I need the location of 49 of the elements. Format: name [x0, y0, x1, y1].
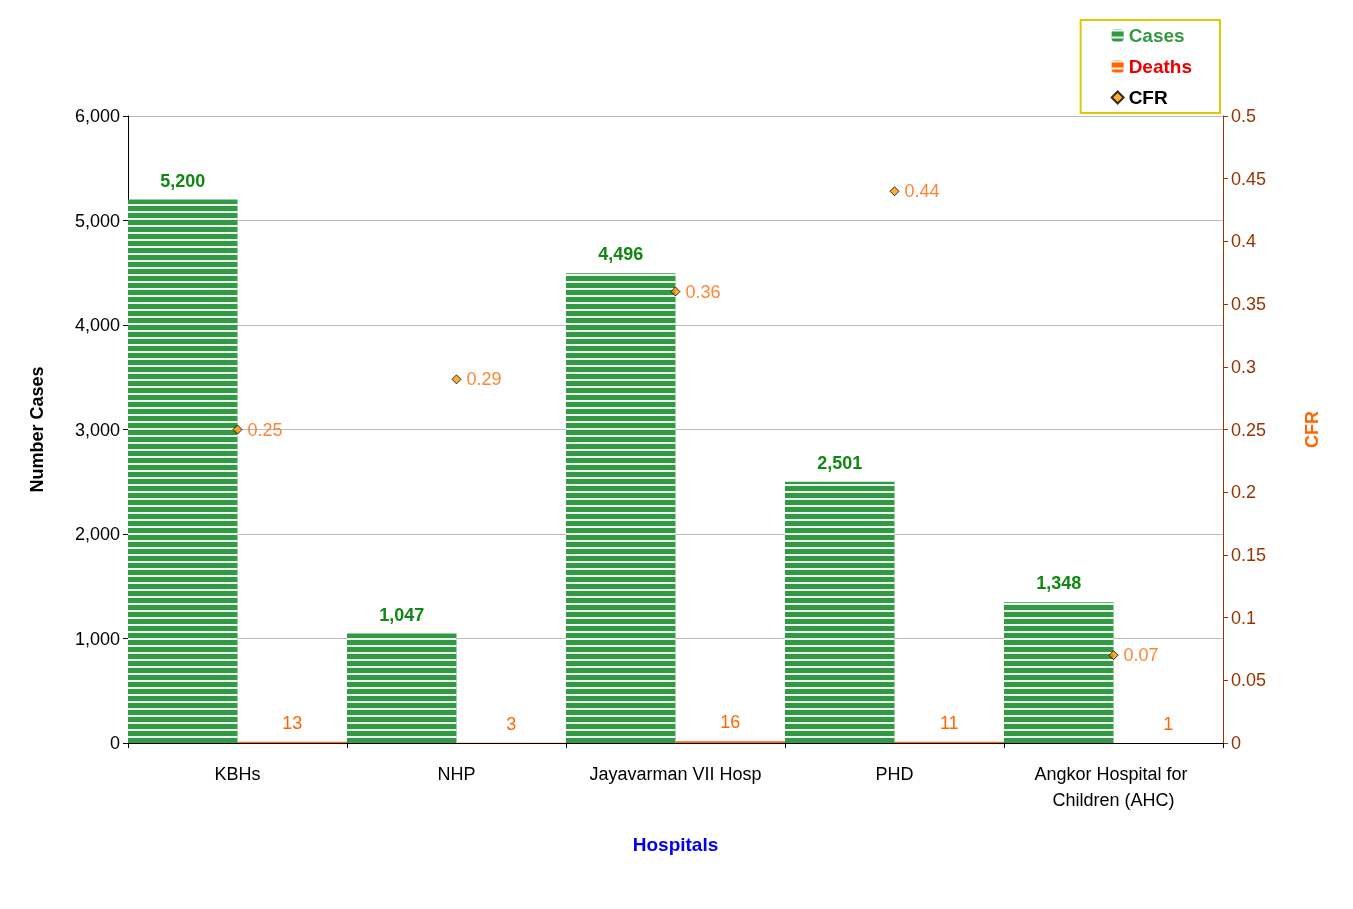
data-label: 0.44 [904, 181, 940, 202]
y2-tick-label: 0.1 [1231, 607, 1257, 628]
point [889, 186, 900, 197]
x-tick-label: Jayavarman VII Hosp [589, 764, 762, 784]
x-tick-label: Angkor Hospital for Children (AHC) [1034, 764, 1193, 810]
data-label: 0.29 [466, 369, 502, 390]
data-label: 0.25 [247, 419, 283, 440]
y-axis-title: Number Cases [27, 366, 47, 493]
point [670, 286, 681, 297]
y2-tick-label: 0.25 [1231, 419, 1267, 440]
y-tick-label: 6,000 [74, 106, 120, 126]
y-tick-label: 3,000 [74, 419, 120, 440]
y2-tick-label: 0.4 [1231, 231, 1257, 252]
y2-axis-title: CFR [1302, 411, 1322, 448]
y2-tick-label: 0 [1231, 733, 1242, 753]
y-tick-label: 1,000 [74, 628, 120, 649]
y2-tick-label: 0.35 [1231, 294, 1267, 315]
y2-tick-label: 0.05 [1231, 670, 1267, 691]
data-label: 4,496 [598, 244, 644, 265]
data-label: 2,501 [817, 452, 863, 473]
x-tick-label: PHD [875, 764, 914, 784]
data-label: 3 [506, 713, 517, 734]
data-label: 1,348 [1036, 573, 1082, 594]
data-label: 1,047 [379, 604, 425, 625]
y-tick-label: 4,000 [74, 315, 120, 335]
data-label: 16 [720, 712, 741, 733]
data-label: 0.07 [1123, 645, 1159, 666]
y2-tick-label: 0.3 [1231, 356, 1257, 377]
x-axis-title: Hospitals [632, 834, 719, 855]
y2-tick-label: 0.2 [1231, 482, 1257, 503]
point [1108, 650, 1119, 661]
legend-label: Deaths [1128, 56, 1192, 77]
y2-tick-label: 0.45 [1231, 168, 1267, 189]
y2-tick-label: 0.5 [1231, 106, 1257, 126]
data-label: 5,200 [160, 170, 206, 191]
data-label: 11 [939, 712, 959, 733]
x-tick-label: KBHs [214, 764, 261, 784]
point [451, 374, 462, 385]
y2-tick-label: 0.15 [1231, 544, 1267, 565]
legend-label: Cases [1128, 25, 1185, 46]
legend-label: CFR [1128, 87, 1168, 108]
y-tick-label: 0 [109, 733, 120, 753]
y-tick-label: 5,000 [74, 210, 120, 231]
x-tick-label: NHP [437, 764, 476, 784]
data-label: 0.36 [685, 281, 721, 302]
data-label: 13 [282, 712, 303, 733]
y-tick-label: 2,000 [74, 524, 120, 544]
point [232, 424, 243, 435]
data-label: 1 [1163, 713, 1174, 734]
